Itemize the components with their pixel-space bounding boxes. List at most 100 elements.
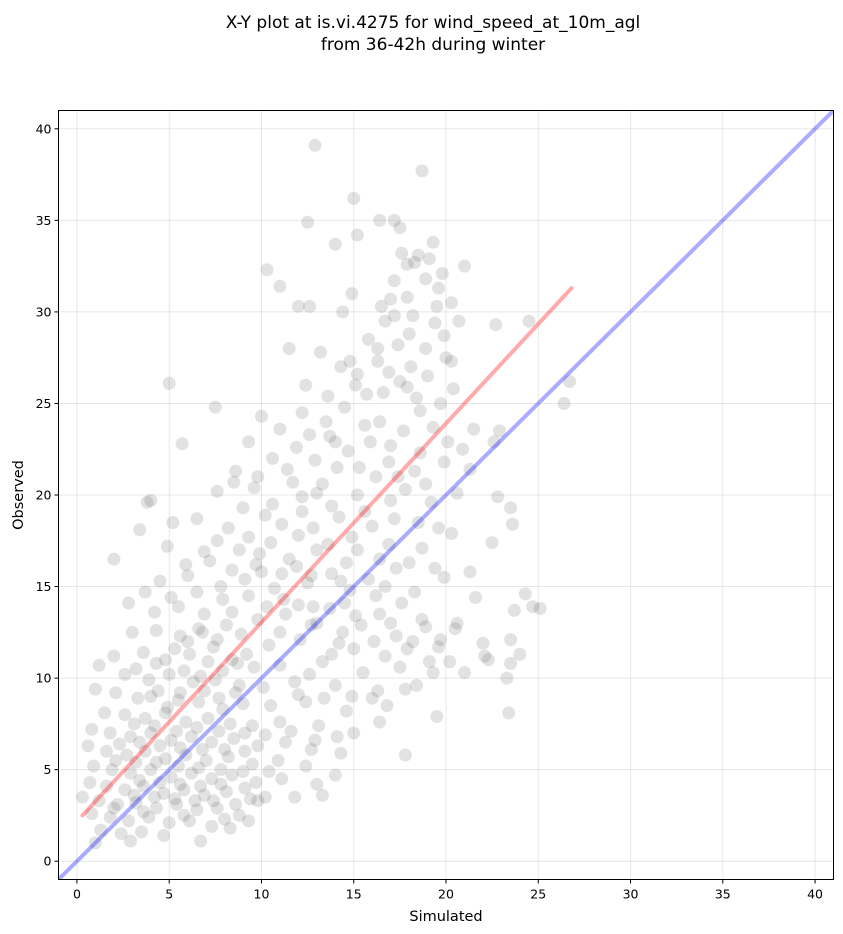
scatter-point bbox=[339, 704, 353, 718]
scatter-point bbox=[291, 688, 305, 702]
scatter-point bbox=[258, 790, 272, 804]
scatter-point bbox=[450, 486, 464, 500]
scatter-point bbox=[343, 583, 357, 597]
scatter-point bbox=[81, 739, 95, 753]
scatter-point bbox=[336, 305, 350, 319]
y-tick-label: 25 bbox=[36, 396, 52, 411]
scatter-point bbox=[144, 494, 158, 507]
scatter-point bbox=[88, 682, 102, 696]
scatter-point bbox=[212, 691, 226, 705]
scatter-point bbox=[446, 382, 460, 396]
scatter-point bbox=[262, 765, 276, 778]
scatter-point bbox=[507, 603, 521, 617]
scatter-point bbox=[489, 318, 503, 332]
scatter-point bbox=[216, 702, 230, 716]
scatter-point bbox=[328, 678, 342, 692]
scatter-point bbox=[122, 596, 136, 610]
scatter-point bbox=[122, 814, 136, 828]
scatter-point bbox=[358, 418, 372, 432]
scatter-point bbox=[504, 656, 518, 670]
scatter-point bbox=[393, 221, 407, 235]
scatter-point bbox=[325, 567, 339, 581]
scatter-point bbox=[142, 673, 156, 687]
scatter-point bbox=[208, 673, 222, 687]
scatter-point bbox=[232, 678, 246, 692]
scatter-point bbox=[162, 816, 176, 830]
scatter-point bbox=[179, 558, 193, 572]
scatter-point bbox=[227, 732, 241, 745]
scatter-point bbox=[201, 655, 215, 669]
scatter-point bbox=[350, 488, 364, 502]
scatter-point bbox=[395, 596, 409, 610]
scatter-point bbox=[181, 569, 195, 583]
scatter-point bbox=[133, 774, 147, 788]
scatter-point bbox=[183, 647, 196, 661]
scatter-point bbox=[295, 406, 309, 420]
scatter-point bbox=[192, 761, 206, 775]
scatter-point bbox=[221, 750, 235, 764]
scatter-point bbox=[290, 559, 303, 573]
scatter-point bbox=[384, 494, 398, 507]
scatter-point bbox=[223, 821, 237, 835]
scatter-point bbox=[356, 666, 370, 680]
scatter-point bbox=[328, 768, 342, 782]
scatter-point bbox=[334, 360, 348, 374]
scatter-point bbox=[345, 530, 359, 544]
scatter-point bbox=[216, 592, 230, 606]
scatter-point bbox=[190, 721, 204, 734]
scatter-point bbox=[109, 754, 123, 767]
scatter-point bbox=[149, 624, 163, 637]
scatter-point bbox=[452, 314, 466, 328]
scatter-point bbox=[445, 296, 458, 310]
scatter-point bbox=[118, 783, 132, 797]
y-tick-label: 15 bbox=[36, 579, 52, 594]
scatter-point bbox=[275, 517, 289, 531]
scatter-point bbox=[148, 719, 161, 733]
y-tick-label: 20 bbox=[36, 488, 52, 503]
scatter-point bbox=[365, 519, 379, 533]
x-tick-label: 0 bbox=[73, 887, 81, 902]
y-tick-label: 35 bbox=[36, 213, 52, 228]
scatter-point bbox=[456, 442, 470, 456]
scatter-point bbox=[160, 539, 174, 553]
scatter-point bbox=[382, 455, 396, 469]
scatter-point bbox=[153, 574, 167, 588]
scatter-point bbox=[413, 446, 427, 460]
scatter-point bbox=[332, 510, 346, 524]
scatter-point bbox=[371, 354, 385, 368]
scatter-point bbox=[129, 755, 143, 769]
scatter-point bbox=[380, 699, 394, 713]
scatter-point bbox=[419, 272, 433, 286]
scatter-point bbox=[393, 375, 407, 388]
scatter-point bbox=[236, 501, 250, 515]
scatter-point bbox=[434, 633, 447, 647]
scatter-point bbox=[378, 314, 392, 328]
scatter-point bbox=[341, 444, 355, 458]
scatter-point bbox=[275, 567, 289, 581]
scatter-point bbox=[236, 765, 250, 778]
scatter-point bbox=[92, 794, 106, 808]
scatter-point bbox=[280, 462, 294, 476]
identity-line bbox=[58, 110, 834, 880]
scatter-point bbox=[284, 724, 298, 738]
scatter-point bbox=[352, 461, 366, 474]
scatter-point bbox=[160, 700, 174, 714]
scatter-point bbox=[400, 257, 414, 271]
scatter-point bbox=[251, 470, 265, 484]
scatter-point bbox=[103, 810, 117, 824]
scatter-point bbox=[88, 836, 102, 850]
scatter-point bbox=[478, 649, 492, 663]
scatter-point bbox=[260, 600, 274, 614]
y-tick-label: 30 bbox=[36, 304, 52, 319]
scatter-point bbox=[225, 653, 239, 667]
scatter-point bbox=[229, 464, 243, 478]
scatter-point bbox=[190, 803, 204, 817]
scatter-point bbox=[434, 397, 447, 410]
scatter-point bbox=[430, 299, 444, 313]
scatter-point bbox=[437, 455, 451, 469]
scatter-point bbox=[159, 653, 172, 667]
scatter-point bbox=[140, 495, 154, 509]
scatter-point bbox=[384, 292, 398, 306]
x-tick-label: 25 bbox=[530, 887, 546, 902]
scatter-point bbox=[367, 635, 381, 648]
